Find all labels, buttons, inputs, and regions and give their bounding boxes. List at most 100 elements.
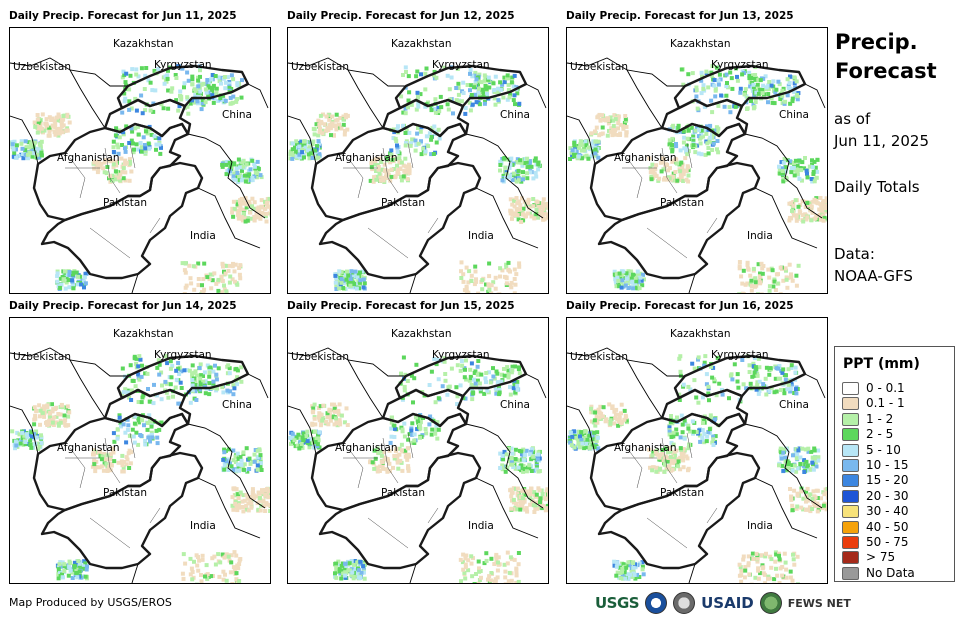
- precip-cell: [769, 96, 774, 101]
- precip-cell: [317, 411, 322, 416]
- precip-cell: [308, 151, 313, 156]
- precip-cell: [143, 442, 148, 447]
- precip-cell: [710, 110, 715, 115]
- precip-cell: [221, 569, 226, 574]
- precip-cell: [205, 363, 210, 368]
- precip-cell: [264, 219, 269, 224]
- precip-cell: [341, 122, 346, 127]
- precip-cell: [341, 286, 346, 290]
- precip-cell: [509, 506, 514, 511]
- precip-cell: [101, 166, 106, 171]
- precip-cell: [503, 569, 508, 574]
- precip-cell: [780, 169, 785, 173]
- precip-cell: [61, 277, 66, 282]
- side-title: Precip. Forecast: [835, 28, 937, 86]
- precip-cell: [747, 572, 752, 577]
- precip-cell: [409, 102, 414, 107]
- precip-cell: [16, 440, 21, 445]
- precip-cell: [710, 148, 715, 152]
- precip-cell: [244, 162, 249, 167]
- precip-cell: [382, 455, 387, 460]
- precip-cell: [464, 265, 469, 270]
- precip-cell: [339, 269, 344, 274]
- precip-cell: [419, 72, 423, 77]
- precip-cell: [610, 133, 615, 138]
- precip-cell: [224, 172, 229, 177]
- precip-cell: [77, 561, 82, 566]
- legend-label: 2 - 5: [866, 427, 894, 442]
- precip-cell: [805, 171, 809, 176]
- precip-cell: [121, 422, 126, 427]
- precip-cell: [410, 432, 415, 437]
- precip-cell: [507, 95, 512, 100]
- precip-cell: [436, 127, 441, 132]
- precip-cell: [419, 152, 424, 157]
- precip-cell: [324, 114, 329, 119]
- precip-cell: [778, 97, 783, 101]
- precip-cell: [812, 502, 817, 507]
- precip-cell: [510, 178, 515, 182]
- precip-cell: [13, 439, 18, 444]
- precip-cell: [28, 438, 33, 443]
- precip-cell: [594, 141, 599, 146]
- precip-cell: [78, 274, 83, 279]
- precip-cell: [495, 380, 500, 385]
- country-label-uzbekistan: Uzbekistan: [570, 61, 628, 73]
- precip-cell: [143, 371, 148, 376]
- precip-cell: [476, 359, 481, 363]
- precip-cell: [105, 453, 110, 458]
- precip-cell: [177, 104, 182, 109]
- precip-cell: [346, 568, 351, 573]
- precip-cell: [774, 566, 778, 571]
- precip-cell: [58, 127, 63, 132]
- precip-cell: [526, 197, 531, 202]
- precip-cell: [407, 130, 412, 135]
- precip-cell: [443, 372, 448, 376]
- precip-cell: [671, 442, 676, 447]
- precip-cell: [96, 160, 101, 165]
- precip-cell: [214, 372, 219, 377]
- precip-cell: [248, 499, 253, 503]
- precip-cell: [472, 92, 477, 97]
- precip-cell: [229, 560, 234, 565]
- precip-cell: [526, 492, 531, 497]
- legend-swatch: [842, 474, 859, 488]
- precip-cell: [466, 568, 471, 573]
- precip-cell: [780, 370, 785, 375]
- precip-cell: [240, 218, 245, 223]
- precip-cell: [310, 142, 315, 146]
- precip-cell: [307, 145, 312, 150]
- precip-cell: [343, 272, 348, 277]
- precip-cell: [594, 139, 598, 144]
- precip-cell: [445, 392, 450, 397]
- precip-cell: [134, 108, 139, 113]
- precip-cell: [160, 383, 164, 388]
- legend-label: 10 - 15: [866, 458, 909, 472]
- precip-cell: [463, 565, 468, 570]
- precip-cell: [302, 139, 306, 144]
- precip-cell: [508, 208, 513, 213]
- precip-cell: [67, 564, 72, 569]
- admin-border: [129, 432, 136, 459]
- precip-cell: [755, 559, 760, 564]
- precip-cell: [402, 434, 407, 439]
- precip-cell: [756, 77, 761, 82]
- precip-cell: [220, 552, 225, 557]
- precip-cell: [228, 96, 233, 100]
- precip-cell: [619, 285, 624, 290]
- precip-cell: [710, 135, 715, 140]
- precip-cell: [236, 157, 241, 162]
- precip-cell: [520, 496, 525, 501]
- precip-cell: [788, 159, 793, 164]
- precip-cell: [529, 469, 534, 473]
- precip-cell: [657, 455, 662, 460]
- precip-cell: [589, 154, 594, 159]
- precip-cell: [435, 420, 440, 425]
- precip-cell: [311, 437, 316, 442]
- country-label-kyrgyzstan: Kyrgyzstan: [432, 349, 490, 361]
- precip-cell: [479, 372, 484, 377]
- precip-cell: [341, 278, 346, 283]
- precip-cell: [266, 495, 270, 500]
- precip-cell: [663, 456, 667, 461]
- precip-cell: [539, 488, 544, 493]
